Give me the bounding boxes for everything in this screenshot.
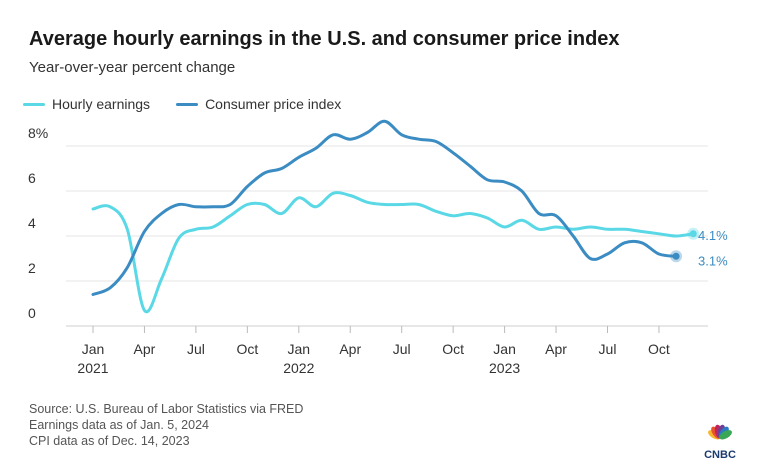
legend-label-hourly-earnings: Hourly earnings: [52, 96, 151, 112]
end-label-consumer-price-index: 3.1%: [698, 253, 728, 268]
x-tick-label: Apr: [134, 341, 156, 357]
chart-title: Average hourly earnings in the U.S. and …: [29, 28, 620, 50]
end-marker-consumer-price-index: [672, 252, 680, 260]
x-tick-label: Apr: [339, 341, 361, 357]
x-tick-label: Apr: [545, 341, 567, 357]
source-notes: Source: U.S. Bureau of Labor Statistics …: [29, 401, 303, 449]
y-tick-label: 2: [28, 260, 36, 276]
x-year-label: 2022: [283, 360, 314, 376]
y-tick-label: 6: [28, 170, 36, 186]
x-tick-label: Jan: [288, 341, 311, 357]
x-tick-label: Jan: [82, 341, 105, 357]
x-tick-label: Jul: [393, 341, 411, 357]
source-line: Source: U.S. Bureau of Labor Statistics …: [29, 402, 304, 416]
series-line-consumer-price-index: [91, 119, 678, 296]
x-year-label: 2021: [77, 360, 108, 376]
line-chart: 0 2 4 6 8% Jan 2021 Apr Jul Oct Jan 2022 Apr Jul Oct Ja…: [28, 119, 728, 376]
legend-swatch-hourly-earnings: [23, 102, 45, 106]
peacock-icon: [708, 424, 732, 440]
cpi-data-date: CPI data as of Dec. 14, 2023: [29, 434, 190, 448]
cnbc-wordmark: CNBC: [704, 449, 736, 460]
x-tick-label: Jul: [599, 341, 617, 357]
x-tick-label: Jul: [187, 341, 205, 357]
y-tick-label: 0: [28, 305, 36, 321]
legend-item-consumer-price-index: Consumer price index: [176, 96, 341, 112]
cnbc-peacock-logo: CNBC: [704, 424, 736, 460]
x-tick-label: Oct: [648, 341, 670, 357]
x-tick-label: Oct: [236, 341, 258, 357]
y-tick-label: 4: [28, 215, 36, 231]
x-tick-label: Oct: [442, 341, 464, 357]
end-label-hourly-earnings: 4.1%: [698, 228, 728, 243]
x-tick-label: Jan: [493, 341, 516, 357]
x-year-label: 2023: [489, 360, 520, 376]
peacock-feather: [719, 430, 732, 440]
chart-legend: Hourly earnings Consumer price index: [23, 96, 367, 112]
legend-swatch-consumer-price-index: [176, 102, 199, 106]
legend-label-consumer-price-index: Consumer price index: [205, 96, 342, 112]
end-marker-hourly-earnings: [689, 230, 697, 238]
earnings-data-date: Earnings data as of Jan. 5, 2024: [29, 418, 209, 432]
series-line-hourly-earnings: [91, 191, 695, 314]
chart-subtitle: Year-over-year percent change: [29, 59, 236, 76]
legend-item-hourly-earnings: Hourly earnings: [23, 96, 150, 112]
y-tick-label: 8%: [28, 125, 48, 141]
